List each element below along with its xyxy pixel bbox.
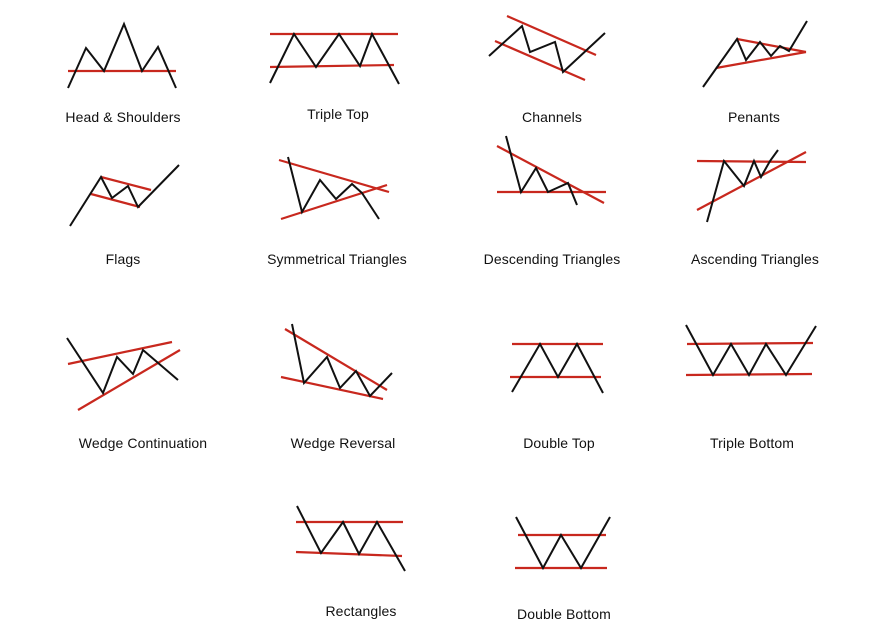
pattern-label: Wedge Continuation <box>78 435 208 451</box>
pattern-label: Triple Top <box>307 106 369 122</box>
pattern-label: Triple Bottom <box>709 435 795 451</box>
price-line <box>69 164 180 227</box>
descending-trend-line <box>496 145 605 204</box>
price-line <box>511 341 604 394</box>
pattern-label: Flags <box>105 251 141 267</box>
pattern-label: Ascending Triangles <box>691 251 819 267</box>
price-line <box>488 24 606 74</box>
price-line <box>67 21 177 89</box>
price-line <box>685 324 817 378</box>
lower-trend-line <box>280 375 384 401</box>
price-line <box>66 337 179 396</box>
price-line <box>296 505 406 572</box>
price-line <box>505 135 578 206</box>
ascending-trend-line <box>696 151 807 211</box>
support-line <box>269 63 395 69</box>
lower-trend-line <box>77 349 181 411</box>
price-line <box>702 20 808 88</box>
upper-trend-line <box>278 158 390 194</box>
upper-flag-line <box>100 175 152 192</box>
lower-channel-line <box>494 39 586 82</box>
pattern-label: Head & Shoulders <box>65 109 181 125</box>
lower-flag-line <box>90 192 141 209</box>
pattern-label: Descending Triangles <box>483 251 621 267</box>
pattern-label: Rectangles <box>325 603 397 619</box>
lower-trend-line <box>715 50 807 70</box>
pattern-label: Wedge Reversal <box>290 435 396 451</box>
resistance-line <box>686 341 814 346</box>
price-line <box>291 323 393 398</box>
price-line <box>287 156 380 220</box>
pattern-label: Double Bottom <box>517 606 611 622</box>
pattern-label: Penants <box>727 109 781 125</box>
pattern-label: Double Top <box>523 435 595 451</box>
upper-trend-line <box>67 340 173 366</box>
pattern-label: Symmetrical Triangles <box>267 251 407 267</box>
price-line <box>515 516 611 571</box>
price-line <box>706 149 779 223</box>
support-line <box>295 550 403 558</box>
lower-trend-line <box>280 183 388 221</box>
pattern-label: Channels <box>522 109 582 125</box>
upper-trend-line <box>284 328 388 391</box>
upper-trend-line <box>736 37 807 54</box>
price-line <box>269 31 400 85</box>
upper-channel-line <box>506 14 597 57</box>
